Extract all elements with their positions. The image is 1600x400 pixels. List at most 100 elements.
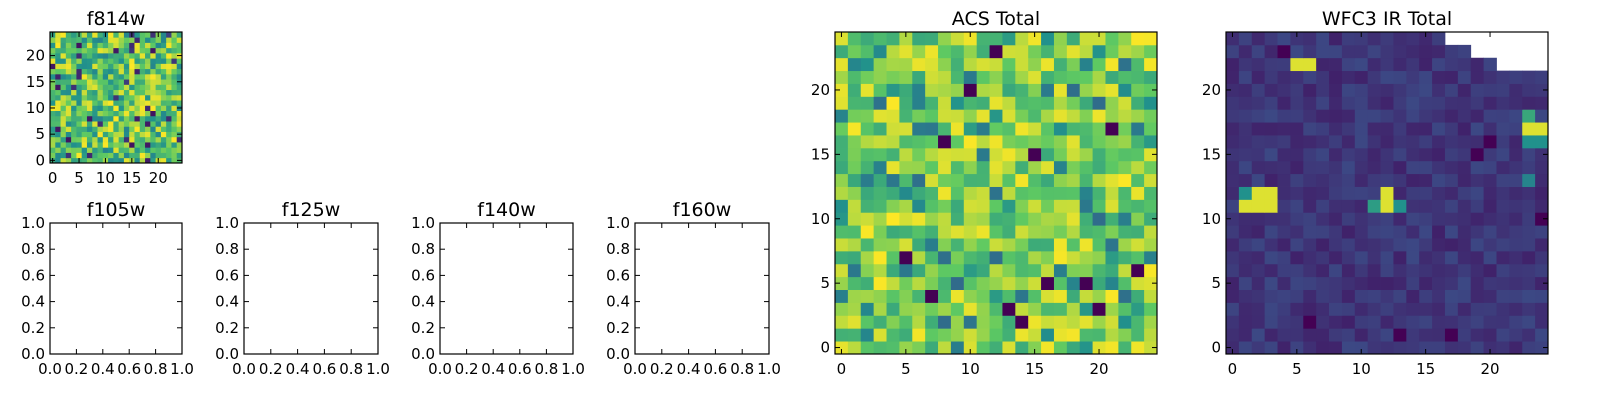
heatmap-cell [1251,83,1266,97]
y-tick-label: 0.6 [21,266,45,284]
heatmap-cell [65,105,72,111]
heatmap-cell [1290,263,1304,278]
heatmap-cell [1354,315,1369,329]
heatmap-cell [81,42,88,49]
heatmap-cell [1002,173,1016,187]
heatmap-cell [86,42,93,49]
heatmap-cell [1419,263,1433,278]
heatmap-cell [134,142,141,148]
heatmap-cell [899,147,913,162]
heatmap-cell [166,68,172,75]
heatmap-cell [76,147,83,153]
heatmap-cell [1226,328,1240,342]
heatmap-cell [1535,173,1549,187]
heatmap-cell [1380,122,1394,136]
heatmap-cell [989,122,1003,136]
heatmap-cell [108,100,114,106]
heatmap-cell [145,68,151,75]
heatmap-cell [1432,160,1446,175]
heatmap-cell [1535,212,1549,226]
heatmap-cell [1251,109,1266,123]
heatmap-cell [1002,70,1016,84]
heatmap-cell [1066,212,1081,226]
heatmap-cell [1483,212,1497,226]
heatmap-cell [160,79,167,85]
heatmap-cell [1432,57,1446,72]
heatmap-cell [1238,276,1253,290]
heatmap-cell [1118,225,1132,239]
heatmap-cell [950,263,965,278]
heatmap-cell [1329,238,1343,252]
heatmap-cell [1354,341,1369,355]
heatmap-cell [963,302,978,316]
heatmap-cell [71,100,77,106]
heatmap-cell [1393,57,1407,72]
heatmap-cell [1041,341,1055,355]
heatmap-cell [989,173,1003,187]
heatmap-cell [1238,289,1253,303]
heatmap-cell [925,328,939,342]
heatmap-cell [1367,289,1381,303]
heatmap-cell [1329,96,1343,110]
heatmap-cell [1131,122,1145,136]
heatmap-cell [113,136,120,143]
heatmap-cell [86,110,93,117]
heatmap-cell [1522,302,1536,316]
axes-frame [439,222,574,355]
heatmap-cell [1118,122,1132,136]
heatmap-cell [155,52,162,59]
heatmap-cell [925,135,939,149]
x-tick-label: 5 [901,360,911,378]
heatmap-cell [1226,147,1240,162]
heatmap-cell [97,115,104,122]
heatmap-cell [860,186,875,200]
heatmap-cell [1329,315,1343,329]
heatmap-cell [102,63,109,70]
heatmap-cell [860,160,875,175]
heatmap-cell [145,136,151,143]
heatmap-cell [1496,173,1510,187]
heatmap-cell [1118,276,1132,290]
heatmap-cell [1470,341,1484,355]
heatmap-cell [1522,70,1536,84]
heatmap-cell [55,131,61,138]
heatmap-cell [97,79,104,85]
heatmap-cell [1432,302,1446,316]
heatmap-cell [145,37,151,43]
heatmap-cell [1457,199,1472,213]
heatmap-cell [886,135,900,149]
heatmap-cell [1406,250,1420,265]
heatmap-cell [835,32,849,46]
heatmap-cell [835,276,849,290]
heatmap-cell [886,122,900,136]
y-tick-label: 20 [811,81,830,99]
heatmap-cell [873,186,887,200]
heatmap-cell [171,105,178,111]
heatmap-cell [60,42,67,49]
heatmap-cell [76,94,83,101]
heatmap-cell [1329,289,1343,303]
heatmap-cell [1316,289,1330,303]
heatmap-cell [1092,83,1106,97]
heatmap-cell [1329,135,1343,149]
heatmap-cell [1316,250,1330,265]
heatmap-cell [1041,225,1055,239]
heatmap-cell [1535,83,1549,97]
heatmap-cell [102,47,109,54]
heatmap-cell [963,70,978,84]
heatmap-cell [1118,173,1132,187]
heatmap-cell [976,96,990,110]
heatmap-cell [176,58,183,64]
heatmap-cell [963,122,978,136]
heatmap-cell [1341,199,1356,213]
heatmap-cell [1079,238,1093,252]
heatmap-cell [76,115,83,122]
heatmap-cell [129,68,135,75]
heatmap-cell [938,328,952,342]
heatmap-cell [1444,160,1459,175]
heatmap-cell [1105,44,1119,59]
